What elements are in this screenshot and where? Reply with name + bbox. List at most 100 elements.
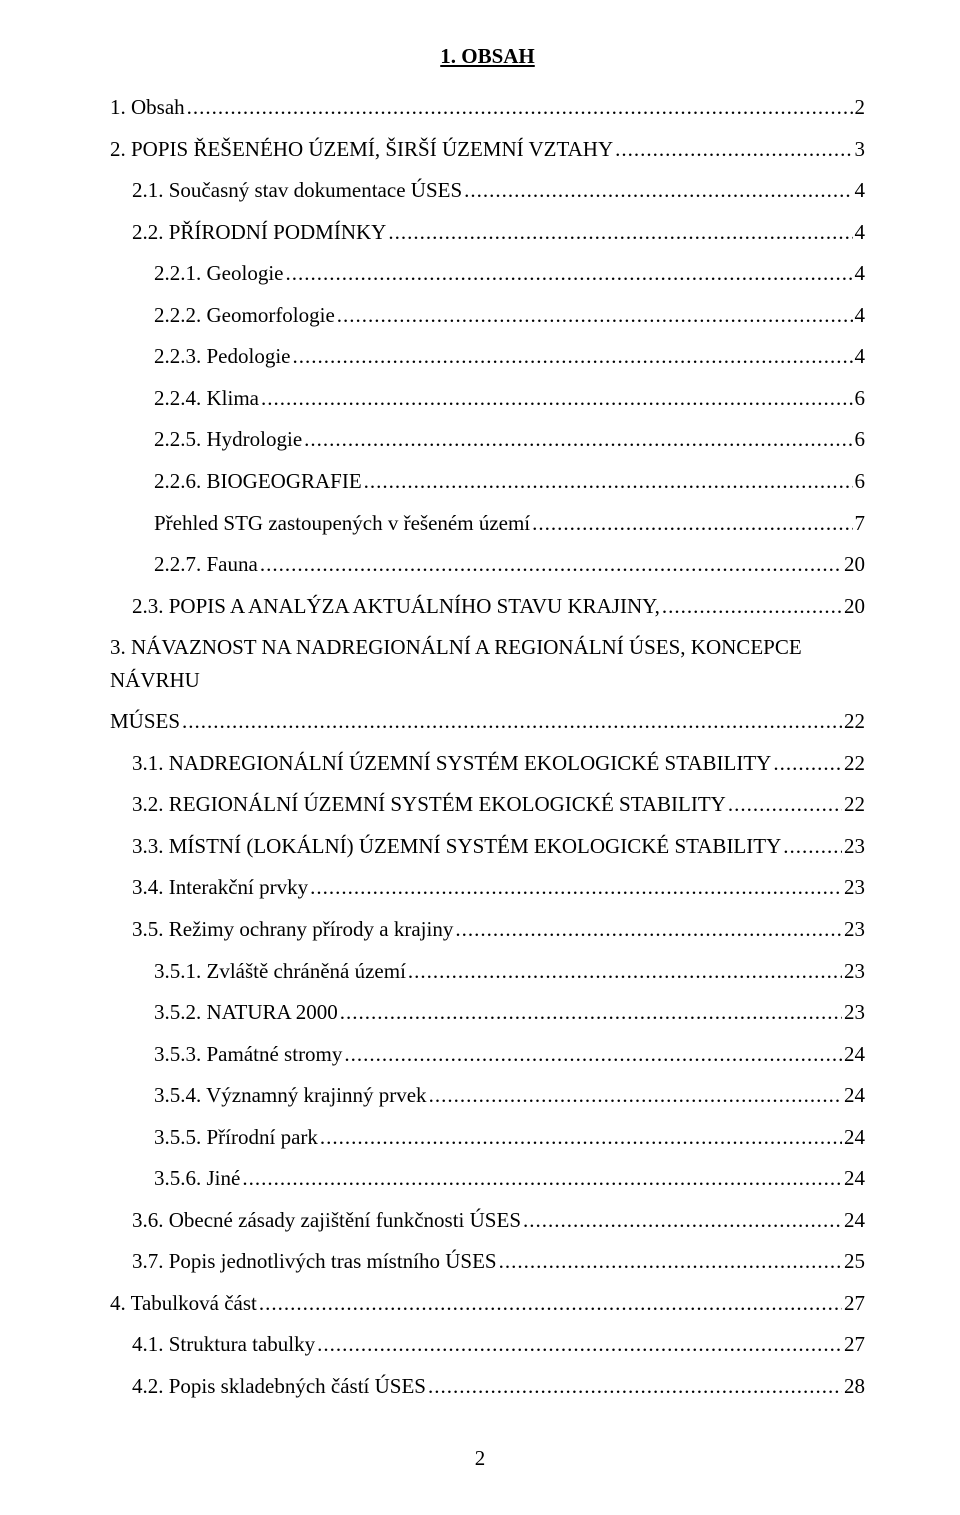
toc-label: 4.2. Popis skladebných částí ÚSES <box>132 1370 426 1403</box>
toc-label: 3.5.5. Přírodní park <box>154 1121 318 1154</box>
toc-page: 24 <box>844 1079 865 1112</box>
toc-label: 2.2.1. Geologie <box>154 257 283 290</box>
toc-leader <box>340 1003 842 1028</box>
toc-leader <box>182 713 842 738</box>
toc-label: 2.1. Současný stav dokumentace ÚSES <box>132 174 462 207</box>
toc-page: 27 <box>844 1287 865 1320</box>
toc-page: 23 <box>844 871 865 904</box>
toc-entry: 3.5.2. NATURA 2000 23 <box>110 992 865 1034</box>
toc-entry: 3.3. MÍSTNÍ (LOKÁLNÍ) ÚZEMNÍ SYSTÉM EKOL… <box>110 825 865 867</box>
toc-entry: 3. NÁVAZNOST NA NADREGIONÁLNÍ A REGIONÁL… <box>110 627 865 701</box>
toc-leader <box>364 472 853 497</box>
toc-label: 3.7. Popis jednotlivých tras místního ÚS… <box>132 1245 497 1278</box>
toc-leader <box>523 1211 842 1236</box>
toc-entry: 3.5.4. Významný krajinný prvek 24 <box>110 1075 865 1117</box>
toc-leader <box>317 1336 842 1361</box>
toc-page: 4 <box>855 299 866 332</box>
toc-entry: 4.1. Struktura tabulky 27 <box>110 1324 865 1366</box>
toc-leader <box>260 555 842 580</box>
toc-leader <box>320 1128 842 1153</box>
toc-label: 2.2. PŘÍRODNÍ PODMÍNKY <box>132 216 386 249</box>
toc-label: 4. Tabulková část <box>110 1287 257 1320</box>
toc-leader <box>455 920 842 945</box>
toc-entry: 2.3. POPIS A ANALÝZA AKTUÁLNÍHO STAVU KR… <box>110 585 865 627</box>
toc-page: 24 <box>844 1162 865 1195</box>
toc-leader <box>662 597 842 622</box>
toc-leader <box>783 837 842 862</box>
toc-entry: 4.2. Popis skladebných částí ÚSES 28 <box>110 1366 865 1408</box>
toc-page: 3 <box>855 133 866 166</box>
toc-page: 23 <box>844 830 865 863</box>
toc-label: 4.1. Struktura tabulky <box>132 1328 315 1361</box>
toc-leader <box>532 514 852 539</box>
toc-label: 3.5. Režimy ochrany přírody a krajiny <box>132 913 453 946</box>
toc-leader <box>242 1170 842 1195</box>
toc-page: 23 <box>844 996 865 1029</box>
toc-label: 3.6. Obecné zásady zajištění funkčnosti … <box>132 1204 521 1237</box>
toc-page: 22 <box>844 788 865 821</box>
toc-label: 3.2. REGIONÁLNÍ ÚZEMNÍ SYSTÉM EKOLOGICKÉ… <box>132 788 726 821</box>
toc-entry: 2.2.7. Fauna 20 <box>110 544 865 586</box>
toc-page: 2 <box>855 91 866 124</box>
toc-leader <box>285 265 852 290</box>
toc-label: 2.2.3. Pedologie <box>154 340 291 373</box>
toc-entry: 2.2. PŘÍRODNÍ PODMÍNKY 4 <box>110 211 865 253</box>
toc-entry: 2.1. Současný stav dokumentace ÚSES 4 <box>110 170 865 212</box>
toc-leader <box>293 348 853 373</box>
toc-entry: 3.2. REGIONÁLNÍ ÚZEMNÍ SYSTÉM EKOLOGICKÉ… <box>110 784 865 826</box>
toc-leader <box>728 796 842 821</box>
toc-page: 24 <box>844 1204 865 1237</box>
document-title: 1. OBSAH <box>110 40 865 73</box>
toc-page: 25 <box>844 1245 865 1278</box>
toc-page: 6 <box>855 465 866 498</box>
toc-entry: 3.6. Obecné zásady zajištění funkčnosti … <box>110 1199 865 1241</box>
toc-entry: 3.5. Režimy ochrany přírody a krajiny 23 <box>110 908 865 950</box>
toc-entry: 2. POPIS ŘEŠENÉHO ÚZEMÍ, ŠIRŠÍ ÚZEMNÍ VZ… <box>110 128 865 170</box>
toc-label: 3.5.6. Jiné <box>154 1162 240 1195</box>
toc-label: 2.2.7. Fauna <box>154 548 258 581</box>
toc-label: 2.2.4. Klima <box>154 382 259 415</box>
toc-page: 20 <box>844 590 865 623</box>
toc-page: 4 <box>855 216 866 249</box>
toc-label: 3.1. NADREGIONÁLNÍ ÚZEMNÍ SYSTÉM EKOLOGI… <box>132 747 771 780</box>
document-page: 1. OBSAH 1. Obsah 2 2. POPIS ŘEŠENÉHO ÚZE… <box>0 0 960 1515</box>
toc-label: 3.5.4. Významný krajinný prvek <box>154 1079 427 1112</box>
toc-page: 28 <box>844 1370 865 1403</box>
toc-leader <box>337 306 853 331</box>
toc-entry: 3.4. Interakční prvky 23 <box>110 867 865 909</box>
toc-entry: 3.5.6. Jiné 24 <box>110 1158 865 1200</box>
toc-page: 24 <box>844 1038 865 1071</box>
toc-page: 27 <box>844 1328 865 1361</box>
toc-entry: 3.5.3. Památné stromy 24 <box>110 1033 865 1075</box>
toc-label: 2. POPIS ŘEŠENÉHO ÚZEMÍ, ŠIRŠÍ ÚZEMNÍ VZ… <box>110 133 613 166</box>
toc-page: 22 <box>844 705 865 738</box>
toc-page: 20 <box>844 548 865 581</box>
toc-entry: 2.2.3. Pedologie 4 <box>110 336 865 378</box>
toc-page: 24 <box>844 1121 865 1154</box>
toc-leader <box>615 140 852 165</box>
toc-leader <box>344 1045 842 1070</box>
toc-entry: 2.2.2. Geomorfologie 4 <box>110 294 865 336</box>
toc-label: Přehled STG zastoupených v řešeném území <box>154 507 530 540</box>
toc-page: 4 <box>855 340 866 373</box>
toc-label: 3.3. MÍSTNÍ (LOKÁLNÍ) ÚZEMNÍ SYSTÉM EKOL… <box>132 830 781 863</box>
toc-label: 2.2.5. Hydrologie <box>154 423 302 456</box>
toc-label: 2.2.6. BIOGEOGRAFIE <box>154 465 362 498</box>
toc-leader <box>259 1294 842 1319</box>
toc-label: 2.2.2. Geomorfologie <box>154 299 335 332</box>
toc-leader <box>187 98 853 123</box>
toc-leader <box>428 1377 842 1402</box>
toc-leader <box>773 754 842 779</box>
toc-label: 3.5.3. Památné stromy <box>154 1038 342 1071</box>
toc-label: 3.4. Interakční prvky <box>132 871 308 904</box>
toc-label: 3.5.1. Zvláště chráněná území <box>154 955 406 988</box>
toc-entry: 2.2.6. BIOGEOGRAFIE 6 <box>110 460 865 502</box>
toc-entry: 3.5.1. Zvláště chráněná území 23 <box>110 950 865 992</box>
toc-leader <box>499 1253 842 1278</box>
toc-entry: 2.2.4. Klima 6 <box>110 377 865 419</box>
toc-leader <box>388 223 852 248</box>
toc-page: 7 <box>855 507 866 540</box>
toc-leader <box>261 389 853 414</box>
toc-entry: 1. Obsah 2 <box>110 87 865 129</box>
toc-entry: MÚSES 22 <box>110 701 865 743</box>
